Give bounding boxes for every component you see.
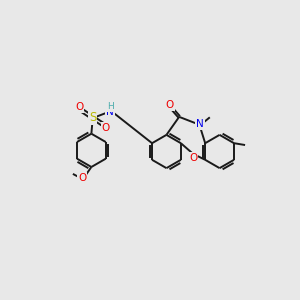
Text: H: H <box>107 102 114 111</box>
Text: N: N <box>196 119 204 129</box>
Text: O: O <box>166 100 174 110</box>
Text: S: S <box>89 111 96 124</box>
Text: N: N <box>106 107 114 117</box>
Text: O: O <box>189 153 197 163</box>
Text: O: O <box>102 123 110 133</box>
Text: O: O <box>75 102 83 112</box>
Text: O: O <box>78 173 86 183</box>
